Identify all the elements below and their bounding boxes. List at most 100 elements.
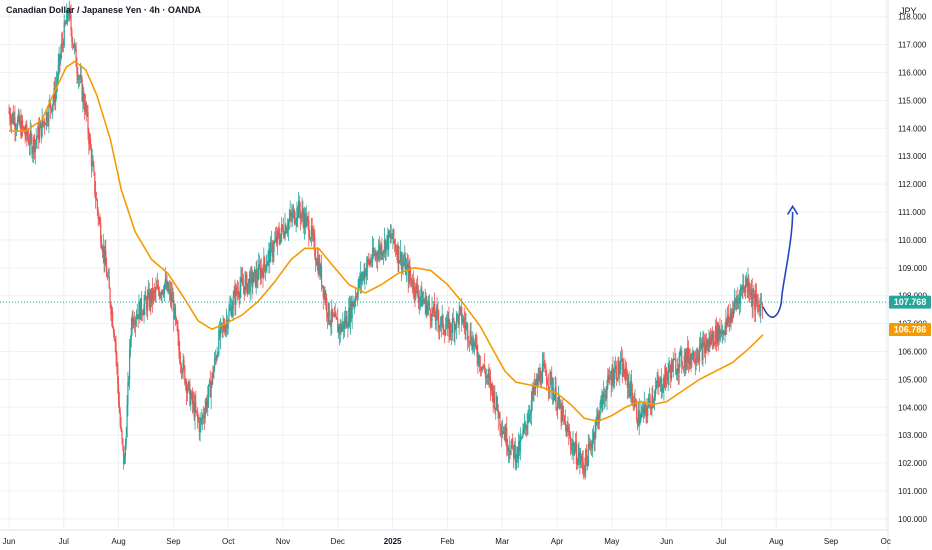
- candle-body: [351, 301, 353, 319]
- candle-body: [595, 419, 597, 432]
- candle-body: [571, 445, 573, 450]
- y-tick-label: 114.000: [898, 124, 927, 133]
- candle-body: [72, 41, 74, 44]
- candle-body: [749, 292, 751, 295]
- projection-layer: [762, 204, 799, 318]
- candle-body: [397, 246, 399, 261]
- candle-body: [134, 319, 137, 326]
- candle-body: [399, 261, 401, 264]
- candle-body: [142, 314, 144, 316]
- candle-body: [519, 438, 521, 452]
- candle-body: [690, 354, 692, 365]
- candle-body: [710, 334, 713, 345]
- candle-body: [586, 457, 589, 466]
- candle-body: [427, 304, 429, 306]
- candle-body: [697, 355, 699, 359]
- candle-body: [83, 91, 85, 105]
- candle-body: [250, 272, 252, 274]
- candle-body: [642, 407, 645, 415]
- candle-body: [456, 313, 459, 316]
- candle-body: [174, 307, 177, 318]
- candle-body: [572, 442, 574, 446]
- y-tick-label: 101.000: [898, 487, 927, 496]
- candle-body: [676, 368, 679, 373]
- candle-body: [177, 330, 179, 336]
- candle-body: [274, 240, 276, 243]
- candle-body: [181, 371, 183, 373]
- candle-body: [289, 212, 291, 219]
- candle-body: [133, 324, 135, 325]
- x-tick-label: Sep: [166, 537, 181, 546]
- candle-body: [240, 277, 242, 288]
- candle-body: [441, 315, 443, 318]
- candle-body: [151, 287, 153, 304]
- candle-body: [356, 297, 358, 299]
- current-price-badge: 107.768: [894, 297, 927, 307]
- candle-body: [588, 444, 590, 447]
- candle-body: [209, 380, 211, 398]
- candle-body: [270, 242, 273, 244]
- candle-body: [416, 283, 418, 286]
- candle-body: [170, 293, 172, 300]
- candle-body: [464, 323, 466, 329]
- candle-body: [675, 359, 677, 375]
- candle-body: [51, 104, 53, 112]
- candle-body: [557, 396, 560, 402]
- candle-body: [562, 406, 564, 415]
- candle-body: [338, 326, 341, 334]
- candle-body: [219, 329, 221, 337]
- candle-body: [195, 402, 197, 411]
- candle-body: [406, 263, 408, 266]
- candle-body: [307, 218, 309, 221]
- candle-body: [382, 251, 385, 254]
- candle-body: [131, 315, 133, 328]
- candle-body: [238, 294, 240, 298]
- candle-body: [248, 279, 250, 293]
- candle-body: [253, 269, 256, 273]
- candle-body: [63, 22, 65, 47]
- candle-body: [590, 443, 592, 447]
- candle-body: [370, 260, 372, 263]
- candle-body: [237, 291, 239, 295]
- candle-body: [506, 427, 508, 448]
- candle-body: [134, 324, 136, 326]
- candle-body: [73, 44, 76, 48]
- candle-body: [117, 365, 119, 384]
- candle-body: [48, 104, 50, 122]
- candle-body: [580, 460, 582, 464]
- candle-body: [363, 271, 365, 280]
- candle-body: [489, 376, 491, 379]
- candle-body: [650, 407, 652, 409]
- candle-body: [27, 136, 29, 139]
- time-axis[interactable]: Jun Jul Aug Sep Oct Nov Dec 2025 Feb Mar Apr May Jun…: [3, 537, 891, 546]
- candle-body: [574, 450, 576, 455]
- candle-body: [567, 427, 569, 430]
- candle-body: [386, 235, 388, 242]
- candle-body: [157, 285, 160, 292]
- candle-body: [143, 303, 145, 315]
- candle-body: [700, 343, 702, 344]
- candle-body: [164, 279, 166, 285]
- candle-body: [88, 132, 90, 145]
- candle-body: [605, 397, 607, 399]
- candle-body: [490, 383, 493, 391]
- moving-average-layer: [9, 60, 764, 423]
- candle-body: [12, 113, 14, 124]
- candle-body: [269, 249, 271, 263]
- candle-body: [477, 356, 479, 363]
- candle-body: [428, 301, 431, 310]
- candle-body: [173, 299, 175, 320]
- candle-body: [54, 88, 56, 102]
- candle-body: [30, 131, 32, 138]
- candle-body: [761, 303, 764, 308]
- candle-body: [114, 340, 116, 343]
- candle-body: [264, 265, 267, 271]
- candle-body: [230, 305, 233, 317]
- candle-body: [182, 360, 184, 373]
- y-tick-label: 112.000: [898, 180, 927, 189]
- candle-body: [104, 250, 106, 263]
- candle-body: [14, 117, 16, 130]
- candle-body: [33, 138, 35, 151]
- candle-body: [224, 325, 227, 333]
